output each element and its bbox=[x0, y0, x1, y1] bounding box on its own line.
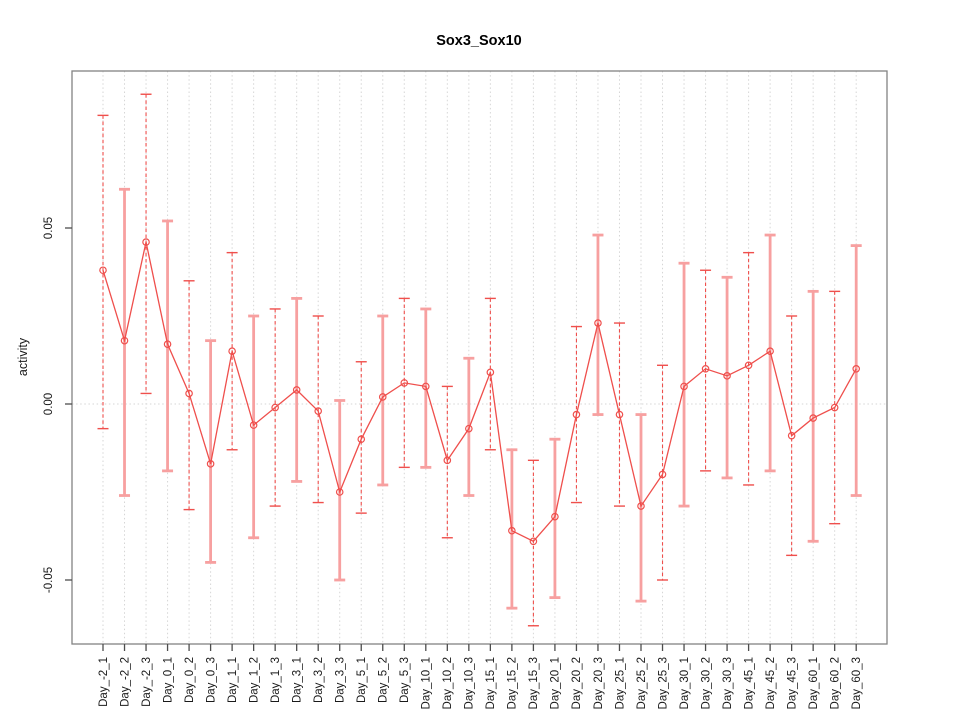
data-point bbox=[465, 424, 473, 433]
y-axis-label: activity bbox=[16, 337, 30, 376]
x-tick-label: Day_-2_1 bbox=[98, 657, 110, 707]
data-point bbox=[787, 431, 796, 440]
plot-box bbox=[71, 70, 888, 645]
data-point bbox=[249, 421, 258, 429]
data-point bbox=[572, 410, 581, 419]
data-point bbox=[120, 336, 129, 345]
plot-border bbox=[71, 70, 888, 645]
x-tick-label: Day_30_2 bbox=[700, 657, 712, 709]
x-tick-label: Day_30_3 bbox=[722, 657, 734, 709]
data-point bbox=[443, 456, 452, 465]
chart-title: Sox3_Sox10 bbox=[436, 33, 521, 49]
x-tick-label: Day_3_2 bbox=[313, 657, 325, 703]
x-tick-label: Day_10_2 bbox=[442, 657, 454, 709]
data-point bbox=[292, 386, 301, 394]
data-point bbox=[830, 403, 839, 412]
data-point bbox=[658, 470, 667, 479]
data-point-markers bbox=[99, 238, 861, 546]
x-tick-label: Day_3_3 bbox=[335, 657, 347, 703]
x-tick-label: Day_45_3 bbox=[786, 657, 798, 709]
x-axis-tick-labels: Day_-2_1 Day_-2_2 Day_-2_3 Day_0_1 Day_0_2 Da… bbox=[98, 644, 863, 709]
data-point bbox=[163, 340, 172, 348]
series-polyline bbox=[102, 241, 857, 543]
data-point bbox=[852, 364, 861, 373]
data-point bbox=[680, 382, 688, 391]
x-tick-label: Day_5_2 bbox=[378, 657, 390, 703]
x-tick-label: Day_25_1 bbox=[614, 657, 626, 709]
x-tick-label: Day_10_3 bbox=[464, 657, 476, 709]
grid-lines bbox=[72, 71, 887, 644]
data-point bbox=[271, 403, 279, 412]
y-tick-label: 0.00 bbox=[43, 393, 55, 415]
x-tick-label: Day_20_2 bbox=[571, 657, 583, 709]
x-tick-label: Day_15_1 bbox=[485, 657, 497, 709]
x-tick-label: Day_20_3 bbox=[593, 657, 605, 709]
y-tick-label: 0.05 bbox=[43, 217, 55, 239]
data-point bbox=[637, 502, 645, 510]
x-tick-label: Day_1_2 bbox=[248, 657, 260, 703]
x-tick-label: Day_45_2 bbox=[765, 657, 777, 709]
x-tick-label: Day_45_1 bbox=[743, 657, 755, 709]
x-tick-label: Day_20_1 bbox=[550, 657, 562, 709]
y-axis-tick-labels: -0.05 0.00 0.05 bbox=[43, 217, 72, 593]
x-tick-label: Day_1_1 bbox=[227, 657, 239, 703]
data-point bbox=[615, 410, 624, 419]
data-point bbox=[99, 266, 107, 275]
x-tick-label: Day_1_3 bbox=[270, 657, 282, 703]
x-tick-label: Day_-2_2 bbox=[119, 657, 131, 707]
data-point bbox=[723, 372, 731, 380]
data-point bbox=[357, 435, 366, 444]
x-tick-label: Day_25_3 bbox=[657, 657, 669, 709]
x-tick-label: Day_25_2 bbox=[636, 657, 648, 709]
data-point bbox=[529, 537, 538, 546]
data-point bbox=[400, 379, 409, 387]
x-tick-label: Day_60_2 bbox=[829, 657, 841, 709]
data-point bbox=[486, 368, 495, 377]
y-tick-label: -0.05 bbox=[43, 567, 55, 593]
x-tick-label: Day_3_1 bbox=[291, 657, 303, 703]
x-tick-label: Day_-2_3 bbox=[141, 657, 153, 707]
error-bars bbox=[97, 93, 862, 627]
data-point bbox=[701, 364, 710, 373]
x-tick-label: Day_5_1 bbox=[356, 657, 368, 703]
data-point bbox=[594, 319, 602, 327]
x-tick-label: Day_15_2 bbox=[507, 657, 519, 709]
x-tick-label: Day_60_3 bbox=[851, 657, 863, 709]
x-tick-label: Day_0_1 bbox=[162, 657, 174, 703]
x-tick-label: Day_30_1 bbox=[679, 657, 691, 709]
x-tick-label: Day_5_3 bbox=[399, 657, 411, 703]
data-point bbox=[378, 393, 387, 401]
x-tick-label: Day_0_3 bbox=[205, 657, 217, 703]
x-tick-label: Day_60_1 bbox=[808, 657, 820, 709]
data-point bbox=[744, 361, 753, 370]
data-point bbox=[508, 526, 516, 535]
x-tick-label: Day_15_3 bbox=[528, 657, 540, 709]
data-point bbox=[551, 512, 559, 521]
data-point bbox=[142, 238, 150, 246]
data-point bbox=[335, 488, 344, 496]
data-point bbox=[206, 460, 215, 468]
x-tick-label: Day_0_2 bbox=[184, 657, 196, 703]
series-line bbox=[102, 241, 857, 543]
x-tick-label: Day_10_1 bbox=[421, 657, 433, 709]
data-point bbox=[809, 414, 817, 422]
data-point bbox=[421, 382, 430, 391]
data-point bbox=[185, 389, 193, 398]
data-point bbox=[228, 347, 236, 356]
data-point bbox=[314, 407, 323, 415]
data-point bbox=[766, 347, 774, 356]
